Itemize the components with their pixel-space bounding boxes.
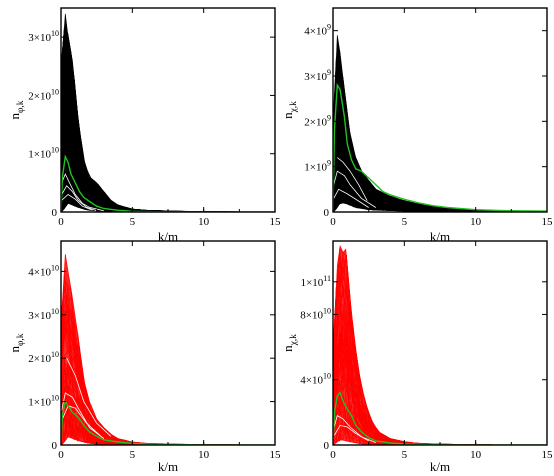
x-tick-label: 10 <box>470 449 482 461</box>
y-tick-label: 8×1010 <box>300 306 331 321</box>
y-tick-label: 4×109 <box>304 23 331 38</box>
x-tick-label: 0 <box>58 449 64 461</box>
trajectory-line <box>333 279 547 445</box>
white-trajectory-line <box>337 157 368 201</box>
y-tick-label: 3×1010 <box>28 29 59 44</box>
mean-series-line <box>61 399 275 445</box>
white-trajectory-line <box>61 193 93 211</box>
panel-bottom-right: 0 5 10 15 0 4×1010 8×1010 1×1011 k/m nχ,k <box>280 240 553 474</box>
x-tick-label: 10 <box>198 216 210 228</box>
x-tick-label: 10 <box>470 216 482 228</box>
x-axis-title-bottom-right: k/m <box>430 459 450 474</box>
y-tick-label: 2×1010 <box>28 87 59 102</box>
y-tick-label: 0 <box>324 440 330 452</box>
y-tick-label: 1×1010 <box>28 146 59 161</box>
panel-top-right: 0 5 10 15 0 1×109 2×109 3×109 4×109 k/m nχ,k <box>280 7 553 244</box>
white-trajectory-line <box>333 170 377 208</box>
x-tick-label: 15 <box>542 449 554 461</box>
x-axis-title-top-left: k/m <box>158 229 178 244</box>
trajectory-line <box>61 143 275 212</box>
y-tick-label: 1×1010 <box>28 394 59 409</box>
y-tick-label: 0 <box>52 207 58 219</box>
ticks-bottom-left: 0 5 10 15 0 1×1010 2×1010 3×1010 4×1010 <box>28 241 281 461</box>
panel-top-left: 0 5 10 15 0 1×1010 2×1010 3×1010 k/m nφ,k <box>7 7 281 244</box>
white-trajectory-line <box>61 185 97 212</box>
y-axis-title-top-right: nχ,k <box>280 101 299 119</box>
y-tick-label: 1×1011 <box>301 274 331 289</box>
mean-series-line <box>333 82 547 212</box>
white-trajectory-line <box>61 392 105 439</box>
plot-area-top-right <box>333 35 547 212</box>
x-tick-label: 5 <box>130 216 136 228</box>
y-tick-label: 1×109 <box>304 159 331 174</box>
trajectory-line <box>61 74 275 212</box>
plot-area-top-left <box>61 13 275 212</box>
x-tick-label: 0 <box>330 449 336 461</box>
y-tick-label: 3×1010 <box>28 307 59 322</box>
x-tick-label: 15 <box>542 216 554 228</box>
y-axis-title-bottom-left: nφ,k <box>7 333 26 352</box>
white-trajectory-line <box>334 424 369 442</box>
white-trajectory-line <box>66 358 112 437</box>
ticks-top-right: 0 5 10 15 0 1×109 2×109 3×109 4×109 <box>304 8 553 228</box>
white-trajectory-line <box>61 173 104 212</box>
x-axis-title-bottom-left: k/m <box>158 459 178 474</box>
y-tick-label: 0 <box>52 440 58 452</box>
x-tick-label: 0 <box>58 216 64 228</box>
ticks-bottom-right: 0 5 10 15 0 4×1010 8×1010 1×1011 <box>300 241 553 461</box>
x-tick-label: 5 <box>402 216 408 228</box>
white-trajectory-line <box>62 405 102 437</box>
x-tick-label: 10 <box>198 449 210 461</box>
trajectory-line <box>61 36 275 212</box>
y-tick-label: 4×1010 <box>28 263 59 278</box>
x-tick-label: 5 <box>130 449 136 461</box>
x-tick-label: 15 <box>270 449 282 461</box>
x-tick-label: 5 <box>402 449 408 461</box>
y-tick-label: 3×109 <box>304 68 331 83</box>
trajectory-line <box>61 29 275 212</box>
x-axis-title-top-right: k/m <box>430 229 450 244</box>
white-trajectory-line <box>333 188 369 208</box>
y-tick-label: 2×109 <box>304 113 331 128</box>
trajectory-line <box>61 317 275 445</box>
x-tick-label: 15 <box>270 216 282 228</box>
y-tick-label: 0 <box>324 207 330 219</box>
y-tick-label: 4×1010 <box>300 372 331 387</box>
y-axis-title-bottom-right: nχ,k <box>280 334 299 352</box>
plot-area-bottom-right <box>333 244 547 445</box>
y-tick-label: 2×1010 <box>28 350 59 365</box>
y-axis-title-top-left: nφ,k <box>7 100 26 119</box>
plot-area-bottom-left <box>61 253 275 445</box>
ticks-top-left: 0 5 10 15 0 1×1010 2×1010 3×1010 <box>28 8 281 228</box>
trajectory-line <box>333 314 547 445</box>
panel-bottom-left: 0 5 10 15 0 1×1010 2×1010 3×1010 4×1010 k/m nφ,k <box>7 240 281 474</box>
x-tick-label: 0 <box>330 216 336 228</box>
